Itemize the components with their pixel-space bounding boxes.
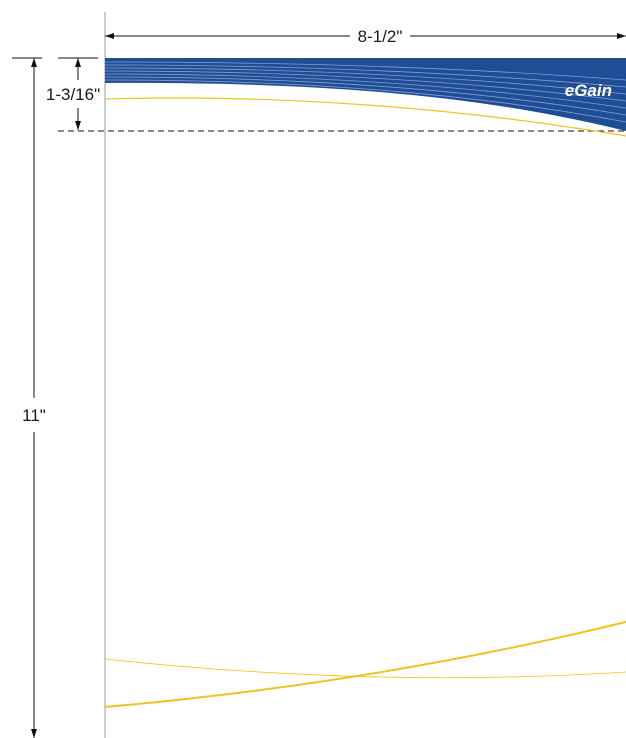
header-arrow-down — [75, 121, 81, 130]
footer-curve-thin — [104, 658, 626, 679]
width-dimension: 8-1/2" — [105, 27, 626, 46]
width-arrow-right — [617, 33, 626, 39]
footer-curve-thick — [104, 621, 626, 708]
page-height-dimension: 11" — [22, 58, 46, 738]
header-height-dimension: 1-3/16" — [46, 58, 100, 130]
egain-logo: eGain — [565, 81, 612, 100]
height-arrow-down — [31, 729, 37, 738]
header-band: eGain — [104, 58, 626, 131]
header-arrow-up — [75, 58, 81, 67]
height-arrow-up — [31, 58, 37, 67]
page-height-label: 11" — [22, 406, 46, 425]
header-accent-curve — [104, 97, 626, 137]
width-label: 8-1/2" — [358, 27, 403, 46]
width-arrow-left — [105, 33, 114, 39]
header-height-label: 1-3/16" — [46, 85, 100, 104]
